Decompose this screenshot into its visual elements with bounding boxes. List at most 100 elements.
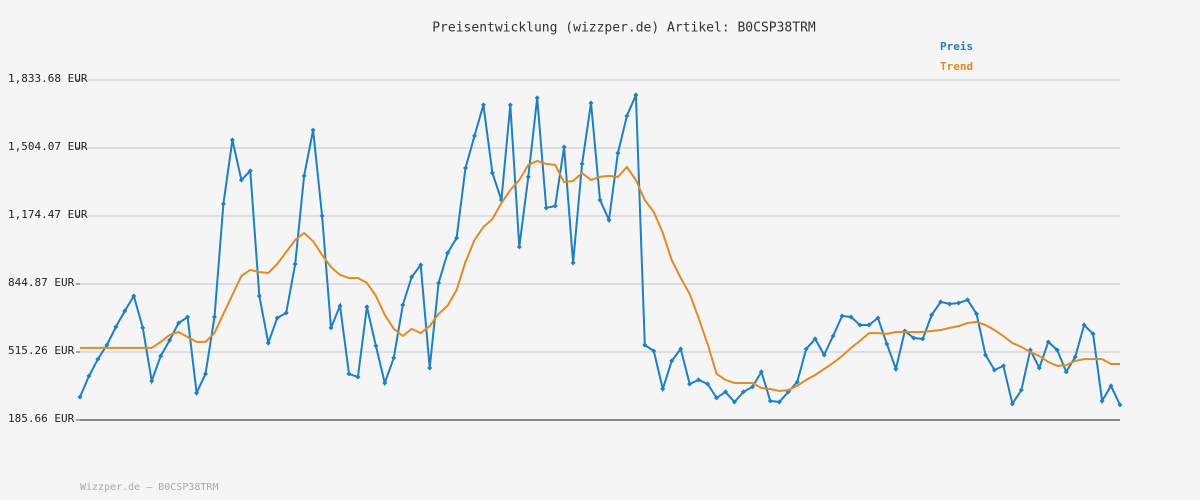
y-tick-label: 1,833.68 EUR bbox=[8, 72, 88, 85]
point bbox=[400, 302, 406, 308]
point bbox=[463, 165, 469, 171]
point bbox=[328, 325, 334, 331]
point bbox=[758, 369, 764, 375]
point bbox=[104, 342, 110, 348]
point bbox=[149, 378, 155, 384]
point bbox=[211, 314, 217, 320]
point bbox=[866, 322, 872, 328]
point bbox=[687, 381, 693, 387]
point bbox=[238, 177, 244, 183]
point bbox=[283, 310, 289, 316]
point bbox=[176, 320, 182, 326]
point bbox=[301, 173, 307, 179]
point bbox=[875, 315, 881, 321]
point bbox=[1099, 398, 1105, 404]
point bbox=[131, 293, 137, 299]
y-tick-label: 844.87 EUR bbox=[8, 276, 75, 289]
point bbox=[794, 379, 800, 385]
point bbox=[247, 168, 253, 174]
point bbox=[418, 262, 424, 268]
point bbox=[974, 311, 980, 317]
point bbox=[723, 389, 729, 395]
point bbox=[1009, 401, 1015, 407]
point bbox=[95, 356, 101, 362]
point bbox=[1090, 331, 1096, 337]
point bbox=[740, 389, 746, 395]
point bbox=[839, 313, 845, 319]
point bbox=[678, 346, 684, 352]
point bbox=[489, 170, 495, 176]
point bbox=[86, 373, 92, 379]
point bbox=[534, 95, 540, 101]
y-tick-label: 1,504.07 EUR bbox=[8, 140, 88, 153]
point bbox=[525, 174, 531, 180]
point bbox=[507, 102, 513, 108]
point bbox=[570, 260, 576, 266]
point bbox=[929, 312, 935, 318]
point bbox=[731, 399, 737, 405]
point bbox=[229, 137, 235, 143]
point bbox=[516, 244, 522, 250]
point bbox=[956, 300, 962, 306]
point bbox=[382, 380, 388, 386]
point bbox=[991, 367, 997, 373]
point bbox=[965, 297, 971, 303]
point bbox=[983, 352, 989, 358]
point bbox=[830, 333, 836, 339]
point bbox=[346, 371, 352, 377]
point bbox=[310, 127, 316, 133]
point bbox=[669, 358, 675, 364]
point bbox=[561, 144, 567, 150]
point bbox=[660, 386, 666, 392]
point bbox=[355, 374, 361, 380]
point bbox=[1018, 387, 1024, 393]
legend-label: Preis bbox=[940, 40, 973, 53]
point bbox=[1072, 354, 1078, 360]
point bbox=[373, 343, 379, 349]
point bbox=[579, 161, 585, 167]
point bbox=[947, 301, 953, 307]
point bbox=[292, 261, 298, 267]
point bbox=[848, 314, 854, 320]
legend-label: Trend bbox=[940, 60, 973, 73]
y-tick-label: 185.66 EUR bbox=[8, 412, 75, 425]
point bbox=[615, 150, 621, 156]
point bbox=[1108, 383, 1114, 389]
point bbox=[767, 398, 773, 404]
footer: Wizzper.de – B0CSP38TRM bbox=[80, 482, 218, 493]
point bbox=[194, 390, 200, 396]
point bbox=[140, 325, 146, 331]
point bbox=[256, 293, 262, 299]
point bbox=[938, 299, 944, 305]
point bbox=[167, 337, 173, 343]
point bbox=[588, 100, 594, 106]
point bbox=[158, 353, 164, 359]
point bbox=[776, 399, 782, 405]
point bbox=[409, 274, 415, 280]
point bbox=[185, 314, 191, 320]
point bbox=[445, 250, 451, 256]
point bbox=[480, 102, 486, 108]
point bbox=[471, 133, 477, 139]
point bbox=[812, 336, 818, 342]
point bbox=[705, 381, 711, 387]
point bbox=[606, 217, 612, 223]
y-tick-label: 1,174.47 EUR bbox=[8, 208, 88, 221]
point bbox=[803, 346, 809, 352]
point bbox=[77, 394, 83, 400]
point bbox=[543, 205, 549, 211]
point bbox=[1117, 402, 1123, 408]
point bbox=[436, 280, 442, 286]
point bbox=[1054, 347, 1060, 353]
point bbox=[651, 348, 657, 354]
point bbox=[911, 335, 917, 341]
point bbox=[642, 342, 648, 348]
point bbox=[427, 365, 433, 371]
series-line bbox=[80, 159, 1120, 393]
point bbox=[1063, 369, 1069, 375]
point bbox=[274, 315, 280, 321]
y-tick-label: 515.26 EUR bbox=[8, 344, 75, 357]
point bbox=[203, 371, 209, 377]
point bbox=[113, 324, 119, 330]
